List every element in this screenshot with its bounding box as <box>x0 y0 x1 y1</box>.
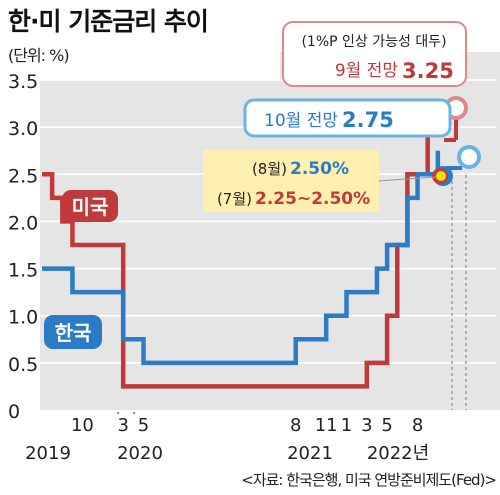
oct-forecast-label: 10월 전망 <box>264 111 338 131</box>
korea-series-label: 한국 <box>44 315 102 349</box>
year-label: 2022년 <box>367 443 429 464</box>
current-rate-dot <box>377 166 453 186</box>
y-tick-label: 2.5 <box>8 165 38 187</box>
y-tick-label: 3.5 <box>8 71 38 93</box>
chart-title: 한·미 기준금리 추이 <box>8 7 209 36</box>
current-rate-callout: (8월) 2.50% (7월) 2.25~2.50% <box>203 150 379 212</box>
oct-forecast-value: 2.75 <box>342 108 394 132</box>
sep-note: (1%P 인상 가능성 대두) <box>301 34 446 50</box>
korea-label-text: 한국 <box>55 321 92 345</box>
y-tick-label: 1.0 <box>8 307 38 329</box>
x-tick-label: 10 <box>71 415 94 436</box>
korea-rate-line <box>42 150 441 366</box>
x-tick-label: 3 <box>117 415 128 436</box>
x-tick-label: 8 <box>290 415 301 436</box>
x-tick-label: 3 <box>361 415 372 436</box>
x-tick-label: 1 <box>341 415 352 436</box>
unit-label: (단위: %) <box>8 46 70 65</box>
source-note: <자료: 한국은행, 미국 연방준비제도(Fed)> <box>241 471 497 489</box>
x-tick-label: 5 <box>381 415 392 436</box>
us-series-label: 미국 <box>62 190 118 222</box>
jul-value: 2.25~2.50% <box>255 189 370 209</box>
us-label-text: 미국 <box>72 195 109 219</box>
sep-forecast-value: 3.25 <box>402 59 454 83</box>
aug-value: 2.50% <box>290 159 349 179</box>
y-tick-label: 0 <box>8 401 20 423</box>
x-tick-label: 8 <box>412 415 423 436</box>
sep-forecast-label: 9월 전망 <box>335 61 398 81</box>
year-label: 2020 <box>117 443 163 464</box>
x-tick-label: 5 <box>138 415 149 436</box>
aug-label: (8월) <box>252 160 287 178</box>
x-tick-label: 11 <box>315 415 338 436</box>
year-label: 2021 <box>287 443 333 464</box>
jul-label: (7월) <box>217 190 252 208</box>
oct-forecast-callout: 10월 전망 2.75 <box>243 98 452 138</box>
year-label: 2019 <box>25 443 71 464</box>
y-axis: 0 0.5 1.0 1.5 2.0 2.5 3.0 3.5 <box>8 71 38 423</box>
y-tick-label: 0.5 <box>8 354 38 376</box>
y-tick-label: 1.5 <box>8 260 38 282</box>
y-tick-label: 3.0 <box>8 118 38 140</box>
y-tick-label: 2.0 <box>8 212 38 234</box>
sep-forecast-callout: (1%P 인상 가능성 대두) 9월 전망 3.25 <box>282 21 467 87</box>
